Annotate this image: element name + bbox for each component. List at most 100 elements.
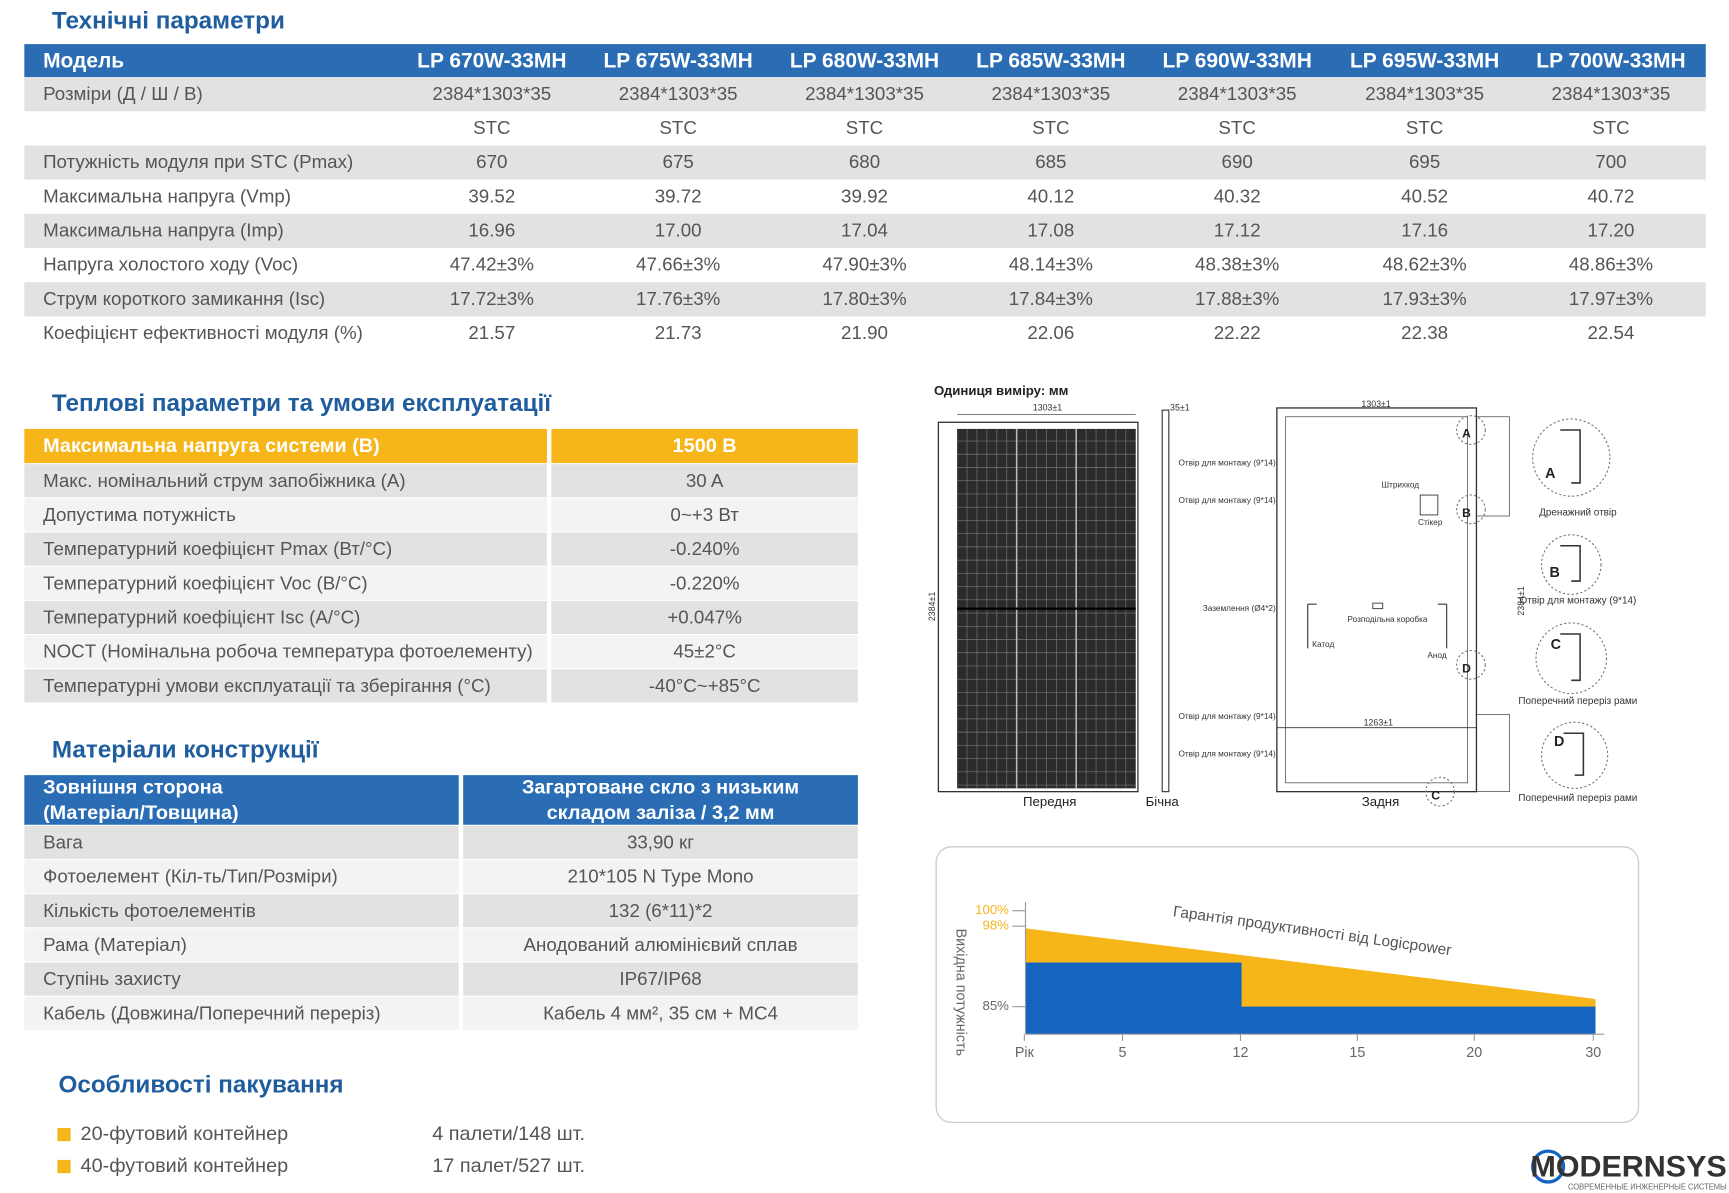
cell: 690 [1222, 151, 1253, 172]
cell: Кабель 4 мм², 35 см + MC4 [543, 1002, 778, 1023]
cell: 0~+3 Вт [670, 504, 739, 525]
dim: 35±1 [1170, 402, 1190, 412]
row-label: Температурний коефіцієнт Voc (В/°C) [43, 572, 368, 593]
section-title: Теплові параметри та умови експлуатації [52, 390, 552, 417]
dim: 2384±1 [1516, 586, 1526, 615]
cell: STC [659, 117, 696, 138]
drawing-note: Стікер [1418, 518, 1443, 527]
cell: 45±2°C [673, 641, 736, 662]
cell: 39.52 [468, 185, 515, 206]
cell: 680 [849, 151, 880, 172]
table-row [551, 566, 858, 600]
y-tick-label: 85% [982, 998, 1009, 1013]
cell: 30 A [686, 470, 724, 491]
detail-letter: D [1554, 734, 1564, 750]
callout [1425, 776, 1455, 807]
cell: 670 [476, 151, 507, 172]
logo-name: MODERNSYS [1530, 1151, 1726, 1184]
cable [1307, 603, 1448, 649]
detail-caption: Дренажний отвір [1539, 507, 1617, 518]
dim: 1303±1 [1361, 399, 1390, 409]
callout [1456, 649, 1486, 680]
cell: 2384*1303*35 [991, 83, 1110, 104]
table-row [463, 962, 858, 996]
cell: 17.08 [1027, 219, 1074, 240]
side-rail [1476, 714, 1510, 792]
callout-letter: A [1462, 427, 1471, 441]
drawing-note: Отвір для монтажу (9*14) [1178, 712, 1276, 721]
detail [1535, 622, 1608, 695]
cell: 22.06 [1027, 322, 1074, 343]
table-row [551, 464, 858, 498]
detail [1540, 534, 1602, 595]
detail-caption: Поперечний переріз рами [1518, 696, 1637, 707]
cell: 40.32 [1214, 185, 1261, 206]
x-tick-label: Рік [1015, 1045, 1035, 1061]
cell: 33,90 кг [627, 831, 694, 852]
header-cell: Зовнішня сторона [43, 777, 224, 799]
cell: 2384*1303*35 [1178, 83, 1297, 104]
drawing-note: Отвір для монтажу (9*14) [1178, 458, 1276, 467]
x-tick-label: 20 [1466, 1045, 1482, 1061]
warranty-step [1025, 962, 1596, 1035]
table-row [24, 600, 547, 634]
cell: 48.38±3% [1195, 254, 1279, 275]
x-tick-label: 12 [1233, 1045, 1249, 1061]
cell: 21.90 [841, 322, 888, 343]
table-row [24, 860, 459, 894]
dim: 1263±1 [1364, 718, 1393, 728]
pack-value: 4 палети/148 шт. [432, 1123, 585, 1145]
table-row [24, 962, 459, 996]
cell: -40°C~+85°C [649, 675, 761, 696]
row-label: Струм короткого замикання (Isc) [43, 288, 325, 309]
cell: -0.240% [670, 538, 740, 559]
table-header [24, 428, 547, 464]
row-label: Кабель (Довжина/Поперечний переріз) [43, 1002, 381, 1023]
callout-letter: D [1462, 661, 1471, 675]
table-row [24, 248, 1706, 283]
pack-label: 20-футовий контейнер [81, 1123, 289, 1145]
header-cell: LP 695W-33MH [1350, 49, 1499, 72]
cell: STC [846, 117, 883, 138]
back-inner [1285, 416, 1468, 784]
cell: 21.73 [655, 322, 702, 343]
cell: 47.66±3% [636, 254, 720, 275]
table-row [463, 928, 858, 962]
row-label: Вага [43, 831, 83, 852]
table-row [24, 996, 459, 1030]
cell: 22.54 [1588, 322, 1635, 343]
pack-value: 17 палет/527 шт. [432, 1155, 585, 1177]
bullet [57, 1159, 71, 1174]
x-tick-label: 5 [1119, 1045, 1127, 1061]
cell: 2384*1303*35 [805, 83, 924, 104]
dim: 1303±1 [1033, 402, 1062, 412]
profile [1560, 545, 1581, 582]
header-cell: LP 690W-33MH [1163, 49, 1312, 72]
row-label: NOCT (Номінальна робоча температура фото… [43, 641, 533, 662]
header-cell: (Матеріал/Товщина) [43, 802, 239, 824]
drawing-note: Штрихкод [1382, 480, 1420, 489]
bullet [57, 1127, 71, 1142]
cell: STC [473, 117, 510, 138]
cell: 132 (6*11)*2 [609, 900, 713, 921]
cell: 17.20 [1588, 219, 1635, 240]
cell: 47.42±3% [450, 254, 534, 275]
header-cell: 1500 В [673, 435, 737, 457]
header-cell: LP 685W-33MH [976, 49, 1125, 72]
logo-mark [1531, 1149, 1566, 1184]
table-row [24, 145, 1706, 180]
cell: 17.93±3% [1382, 288, 1466, 309]
header-cell: LP 675W-33MH [604, 49, 753, 72]
table-row [24, 213, 1706, 249]
drawing-note: Розподільна коробка [1347, 615, 1427, 624]
cell: 22.38 [1401, 322, 1448, 343]
x-tick-label: 30 [1585, 1045, 1601, 1061]
pack-label: 40-футовий контейнер [81, 1155, 289, 1177]
callout-letter: C [1431, 788, 1440, 802]
table-row [463, 825, 858, 859]
view-label: Задня [1362, 794, 1400, 809]
detail [1540, 721, 1609, 789]
row-label: Фотоелемент (Кіл-ть/Тип/Розміри) [43, 866, 338, 887]
table-header [463, 775, 858, 825]
table-row [24, 464, 547, 498]
